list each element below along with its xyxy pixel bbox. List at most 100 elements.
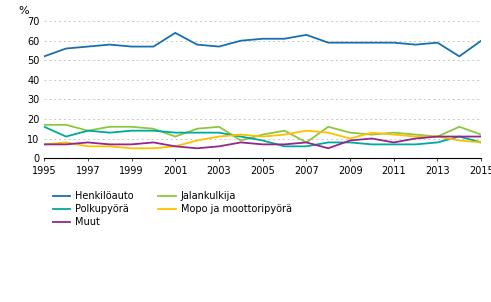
Mopo ja moottoripyörä	[457, 139, 463, 142]
Henkilöauto	[172, 31, 178, 35]
Mopo ja moottoripyörä	[282, 133, 288, 137]
Polkupyörä	[347, 141, 353, 144]
Jalankulkija	[391, 131, 397, 134]
Polkupyörä	[194, 131, 200, 134]
Henkilöauto	[216, 45, 222, 48]
Jalankulkija	[303, 141, 309, 144]
Polkupyörä	[435, 141, 440, 144]
Henkilöauto	[457, 55, 463, 58]
Mopo ja moottoripyörä	[85, 145, 91, 148]
Line: Polkupyörä: Polkupyörä	[44, 127, 481, 146]
Line: Mopo ja moottoripyörä: Mopo ja moottoripyörä	[44, 131, 481, 148]
Muut	[172, 145, 178, 148]
Mopo ja moottoripyörä	[391, 133, 397, 137]
Mopo ja moottoripyörä	[194, 139, 200, 142]
Jalankulkija	[151, 127, 157, 130]
Muut	[260, 143, 266, 146]
Jalankulkija	[478, 133, 484, 137]
Henkilöauto	[478, 39, 484, 43]
Mopo ja moottoripyörä	[435, 135, 440, 138]
Jalankulkija	[347, 131, 353, 134]
Mopo ja moottoripyörä	[303, 129, 309, 133]
Legend: Henkilöauto, Polkupyörä, Muut, Jalankulkija, Mopo ja moottoripyörä: Henkilöauto, Polkupyörä, Muut, Jalankulk…	[49, 188, 296, 231]
Polkupyörä	[41, 125, 47, 129]
Line: Muut: Muut	[44, 137, 481, 148]
Mopo ja moottoripyörä	[63, 141, 69, 144]
Polkupyörä	[238, 135, 244, 138]
Polkupyörä	[63, 135, 69, 138]
Polkupyörä	[369, 143, 375, 146]
Jalankulkija	[172, 135, 178, 138]
Jalankulkija	[413, 133, 419, 137]
Henkilöauto	[107, 43, 113, 47]
Polkupyörä	[413, 143, 419, 146]
Jalankulkija	[194, 127, 200, 130]
Mopo ja moottoripyörä	[107, 145, 113, 148]
Mopo ja moottoripyörä	[216, 135, 222, 138]
Muut	[216, 145, 222, 148]
Mopo ja moottoripyörä	[413, 135, 419, 138]
Jalankulkija	[41, 123, 47, 127]
Muut	[369, 137, 375, 140]
Jalankulkija	[260, 133, 266, 137]
Muut	[107, 143, 113, 146]
Polkupyörä	[216, 131, 222, 134]
Muut	[326, 146, 331, 150]
Jalankulkija	[435, 135, 440, 138]
Polkupyörä	[260, 139, 266, 142]
Mopo ja moottoripyörä	[478, 141, 484, 144]
Muut	[238, 141, 244, 144]
Henkilöauto	[238, 39, 244, 43]
Jalankulkija	[107, 125, 113, 129]
Muut	[63, 143, 69, 146]
Henkilöauto	[41, 55, 47, 58]
Mopo ja moottoripyörä	[172, 145, 178, 148]
Muut	[303, 141, 309, 144]
Muut	[282, 143, 288, 146]
Polkupyörä	[326, 141, 331, 144]
Mopo ja moottoripyörä	[41, 143, 47, 146]
Henkilöauto	[151, 45, 157, 48]
Jalankulkija	[216, 125, 222, 129]
Polkupyörä	[151, 129, 157, 133]
Henkilöauto	[85, 45, 91, 48]
Mopo ja moottoripyörä	[238, 133, 244, 137]
Muut	[413, 137, 419, 140]
Henkilöauto	[391, 41, 397, 44]
Muut	[478, 135, 484, 138]
Mopo ja moottoripyörä	[326, 131, 331, 134]
Henkilöauto	[369, 41, 375, 44]
Jalankulkija	[129, 125, 135, 129]
Muut	[457, 135, 463, 138]
Henkilöauto	[326, 41, 331, 44]
Mopo ja moottoripyörä	[129, 146, 135, 150]
Mopo ja moottoripyörä	[347, 137, 353, 140]
Henkilöauto	[129, 45, 135, 48]
Henkilöauto	[347, 41, 353, 44]
Line: Jalankulkija: Jalankulkija	[44, 125, 481, 143]
Muut	[41, 143, 47, 146]
Mopo ja moottoripyörä	[151, 146, 157, 150]
Jalankulkija	[282, 129, 288, 133]
Polkupyörä	[478, 141, 484, 144]
Muut	[85, 141, 91, 144]
Polkupyörä	[282, 145, 288, 148]
Polkupyörä	[172, 131, 178, 134]
Jalankulkija	[238, 139, 244, 142]
Muut	[435, 135, 440, 138]
Henkilöauto	[435, 41, 440, 44]
Jalankulkija	[369, 133, 375, 137]
Text: %: %	[18, 6, 28, 16]
Muut	[391, 141, 397, 144]
Henkilöauto	[194, 43, 200, 47]
Muut	[129, 143, 135, 146]
Polkupyörä	[391, 143, 397, 146]
Polkupyörä	[457, 135, 463, 138]
Jalankulkija	[457, 125, 463, 129]
Mopo ja moottoripyörä	[369, 131, 375, 134]
Henkilöauto	[413, 43, 419, 47]
Jalankulkija	[63, 123, 69, 127]
Henkilöauto	[303, 33, 309, 37]
Jalankulkija	[326, 125, 331, 129]
Henkilöauto	[63, 47, 69, 50]
